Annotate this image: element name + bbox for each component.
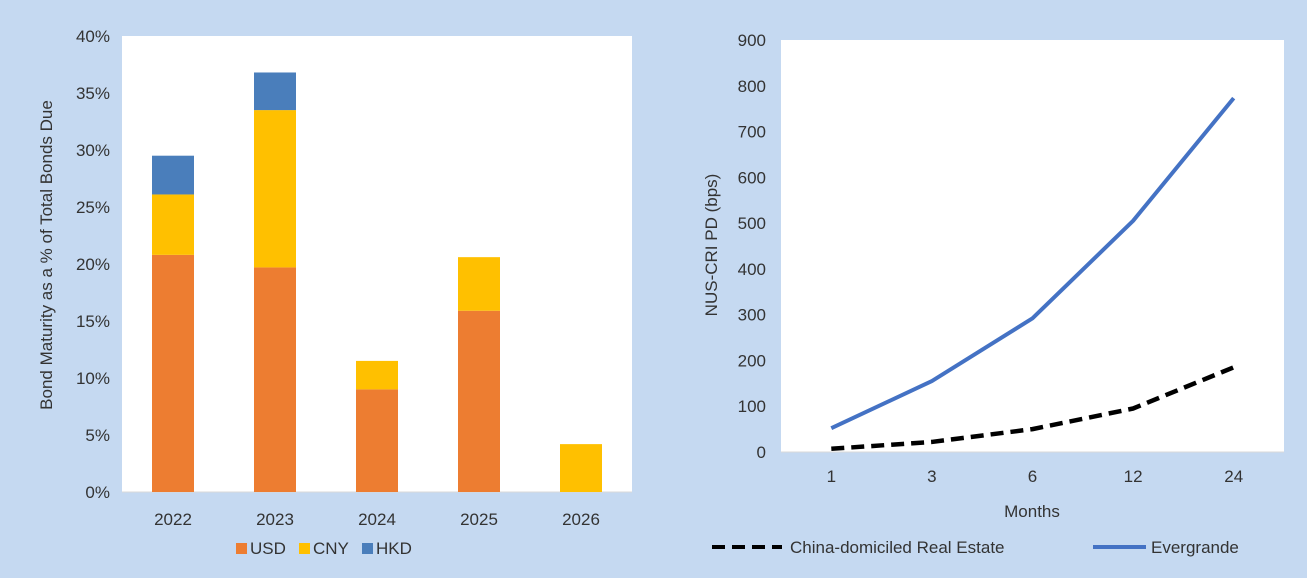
bond-maturity-bar-chart: 0% 5% 10% 15% 20% 25% 30% 35% 40% 2022 2023 2024 20… <box>37 27 632 558</box>
bar-y-tick-label: 25% <box>76 198 110 217</box>
bar-hkd-2023 <box>254 72 296 111</box>
line-y-tick-label: 500 <box>738 214 766 233</box>
line-x-tick-label: 3 <box>927 467 936 486</box>
pd-line-chart: 0 100 200 300 400 500 600 700 800 900 1 3 6 12 24 NUS… <box>702 31 1284 557</box>
legend-swatch-usd <box>236 543 247 554</box>
line-y-tick-label: 0 <box>757 443 766 462</box>
bar-x-tick-label: 2025 <box>460 510 498 529</box>
bar-x-tick-label: 2024 <box>358 510 396 529</box>
bar-usd-2024 <box>356 389 398 492</box>
line-y-tick-label: 800 <box>738 77 766 96</box>
legend-label-cny: CNY <box>313 539 349 558</box>
bar-y-tick-label: 10% <box>76 369 110 388</box>
bar-cny-2026 <box>560 444 602 492</box>
line-chart-plot-area <box>781 40 1284 452</box>
bar-chart-y-axis-title: Bond Maturity as a % of Total Bonds Due <box>37 100 56 410</box>
line-chart-y-axis-title: NUS-CRI PD (bps) <box>702 174 721 317</box>
legend-swatch-hkd <box>362 543 373 554</box>
bar-cny-2023 <box>254 110 296 268</box>
legend-label-evergrande: Evergrande <box>1151 538 1239 557</box>
bar-y-tick-label: 30% <box>76 141 110 160</box>
bar-cny-2025 <box>458 257 500 311</box>
legend-label-china-real-estate: China-domiciled Real Estate <box>790 538 1005 557</box>
line-y-tick-label: 900 <box>738 31 766 50</box>
legend-label-hkd: HKD <box>376 539 412 558</box>
line-y-tick-label: 100 <box>738 397 766 416</box>
bar-y-tick-label: 5% <box>85 426 110 445</box>
line-y-tick-label: 200 <box>738 351 766 370</box>
bar-y-tick-label: 15% <box>76 312 110 331</box>
bar-usd-2022 <box>152 254 194 492</box>
legend-swatch-cny <box>299 543 310 554</box>
bar-hkd-2022 <box>152 155 194 195</box>
bar-y-tick-label: 0% <box>85 483 110 502</box>
bar-x-tick-label: 2022 <box>154 510 192 529</box>
line-x-tick-label: 6 <box>1028 467 1037 486</box>
bar-x-tick-label: 2023 <box>256 510 294 529</box>
line-series-china-real-estate <box>831 365 1235 452</box>
bar-y-tick-label: 35% <box>76 84 110 103</box>
legend-label-usd: USD <box>250 539 286 558</box>
line-chart-legend: China-domiciled Real Estate Evergrande <box>712 538 1239 557</box>
bar-cny-2024 <box>356 360 398 390</box>
line-y-tick-label: 600 <box>738 168 766 187</box>
bar-y-tick-label: 20% <box>76 255 110 274</box>
line-x-tick-label: 24 <box>1224 467 1243 486</box>
line-y-tick-label: 300 <box>738 306 766 325</box>
line-x-tick-label: 12 <box>1124 467 1143 486</box>
line-series-evergrande <box>830 96 1236 431</box>
line-y-tick-label: 700 <box>738 123 766 142</box>
bar-cny-2022 <box>152 194 194 255</box>
bar-x-tick-label: 2026 <box>562 510 600 529</box>
line-chart-x-axis-title: Months <box>1004 502 1060 521</box>
bar-y-tick-label: 40% <box>76 27 110 46</box>
line-x-tick-label: 1 <box>827 467 836 486</box>
bar-usd-2023 <box>254 267 296 492</box>
bar-chart-legend: USD CNY HKD <box>236 539 412 558</box>
line-y-tick-label: 400 <box>738 260 766 279</box>
bar-usd-2025 <box>458 310 500 492</box>
